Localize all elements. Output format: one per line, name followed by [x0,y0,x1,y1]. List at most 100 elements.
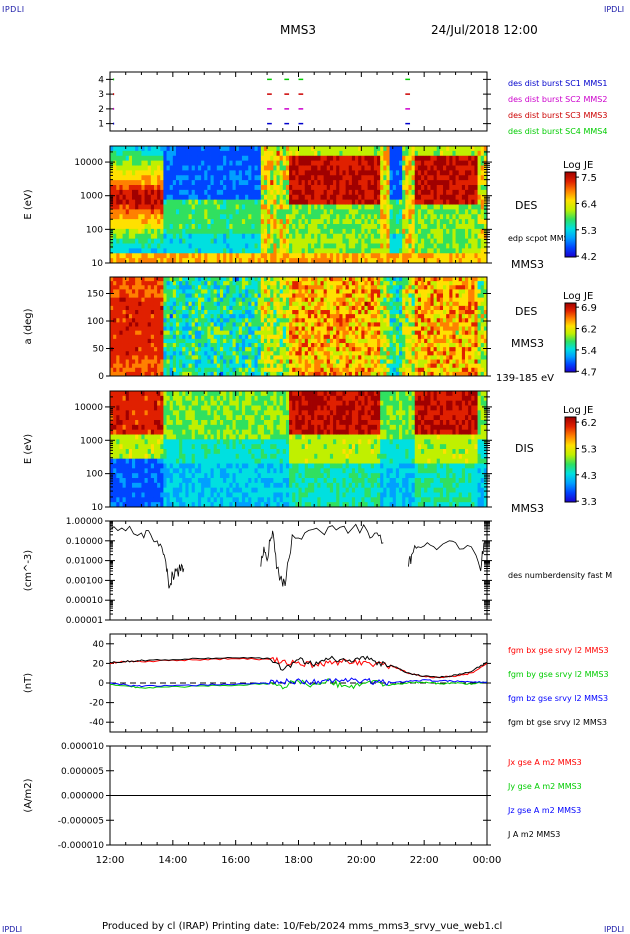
dis-energy-ylabel: E (eV) [23,434,34,464]
burst-legend-item: des dist burst SC1 MMS1 [508,79,607,88]
current-legend-item: Jz gse A m2 MMS3 [507,806,581,815]
dis-energy-y-tick-label: 100 [86,470,103,480]
dis-energy-y-tick-label: 10 [92,503,104,513]
des-energy-colorbar-tick-label: 7.5 [581,173,597,184]
corner-logo-bottom-left: IPDLI [2,925,22,934]
current-legend-item: J A m2 MMS3 [507,830,560,839]
datetime-title: 24/Jul/2018 12:00 [431,23,538,37]
spacecraft-title: MMS3 [280,23,316,37]
x-tick-label: 14:00 [158,855,187,866]
bfield-ylabel: (nT) [23,673,34,693]
bfield-series-line [109,656,488,679]
bfield-y-tick-label: 20 [93,659,105,669]
des-energy-ylabel: E (eV) [23,189,34,219]
burst-dot [113,122,115,125]
dis-energy-colorbar-label: Log JE [563,405,593,416]
dis-energy-colorbar [564,416,577,503]
burst-legend-item: des dist burst SC2 MMS2 [508,95,607,104]
burst-y-tick-label: 3 [98,90,104,100]
x-tick-label: 18:00 [284,855,313,866]
des-pitch-y-tick-label: 0 [98,372,104,382]
current-legend-item: Jy gse A m2 MMS3 [507,782,582,791]
des-energy-colorbar-tick-label: 5.3 [581,226,597,237]
des-pitch-y-tick-label: 50 [93,345,105,355]
x-tick-label: 12:00 [96,855,125,866]
burst-legend-item: des dist burst SC4 MMS4 [508,127,607,136]
bfield-y-tick-label: 40 [93,640,105,650]
current-y-tick-label: 0.000010 [61,742,104,752]
bfield-legend-item: fgm bt gse srvy l2 MMS3 [508,718,607,727]
burst-legend-item: des dist burst SC3 MMS3 [508,111,607,120]
burst-dot [113,78,115,81]
footer-text: Produced by cl (IRAP) Printing date: 10/… [102,921,502,932]
x-tick-label: 00:00 [473,855,502,866]
bfield-series-line [109,677,488,688]
plot-panels: 1 2 3 4 des dist burst SC1 MMS1 des dist burs… [23,71,612,866]
corner-logo-bottom-right: IPDLI [604,925,624,934]
current-y-tick-label: 0.000005 [61,767,104,777]
corner-logo-top-right: IPDLI [604,5,624,14]
bfield-y-tick-label: -20 [89,699,104,709]
density-y-tick-label: 0.00001 [66,616,103,626]
des-energy-colorbar-tick-label: 4.2 [581,252,597,263]
des-pitch-energy-range: 139-185 eV [496,373,554,384]
density-ylabel: (cm^-3) [23,550,34,591]
des-pitch-spacecraft: MMS3 [511,337,544,350]
current-y-tick-label: -0.000010 [58,841,104,851]
current-y-tick-label: -0.000005 [58,816,104,826]
burst-dot [113,93,115,96]
bfield-series-line [109,655,488,678]
density-y-tick-label: 0.01000 [66,557,103,567]
bfield-legend-item: fgm bz gse srvy l2 MMS3 [508,694,608,703]
des-energy-colorbar [564,171,577,258]
des-pitch-colorbar-label: Log JE [563,291,593,302]
des-pitch-colorbar-tick-label: 6.9 [581,303,597,314]
burst-panel-frame [109,71,488,132]
density-y-tick-label: 1.00000 [66,517,103,527]
des-energy-y-tick-label: 1000 [80,192,103,202]
bfield-y-tick-label: -40 [89,718,104,728]
density-legend-item: des numberdensity fast M [508,571,612,580]
des-energy-y-tick-label: 100 [86,225,103,235]
bfield-legend-item: fgm by gse srvy l2 MMS3 [508,670,609,679]
dis-energy-colorbar-tick-label: 3.3 [581,497,597,508]
des-pitch-instrument: DES [515,305,537,318]
des-pitch-colorbar-tick-label: 5.4 [581,346,597,357]
dis-energy-y-tick-label: 10000 [74,403,103,413]
x-tick-label: 22:00 [410,855,439,866]
des-pitch-y-tick-label: 100 [87,317,104,327]
des-energy-overlay-label: edp scpot MMS3 [508,234,574,243]
des-pitch-y-tick-label: 150 [87,290,104,300]
des-energy-y-tick-label: 10000 [74,158,103,168]
burst-dot [113,107,115,110]
bfield-y-tick-label: 0 [98,679,104,689]
dis-energy-colorbar-tick-label: 4.3 [581,471,597,482]
x-tick-label: 20:00 [347,855,376,866]
des-energy-y-tick-label: 10 [92,259,104,269]
des-energy-heatmap [110,146,488,264]
burst-y-tick-label: 1 [98,120,104,130]
burst-y-tick-label: 4 [98,75,104,85]
current-y-tick-label: 0.000000 [61,792,104,802]
x-tick-label: 16:00 [221,855,250,866]
corner-logo-top-left: IPDLI [2,5,25,14]
des-energy-instrument: DES [515,199,537,212]
dis-energy-colorbar-tick-label: 5.3 [581,444,597,455]
current-ylabel: (A/m2) [23,778,34,812]
des-pitch-heatmap [110,277,488,377]
density-y-tick-label: 0.00100 [66,576,103,586]
des-pitch-colorbar [564,302,577,373]
des-pitch-ylabel: a (deg) [23,308,34,344]
current-legend-item: Jx gse A m2 MMS3 [507,758,582,767]
des-pitch-colorbar-tick-label: 6.2 [581,325,597,336]
dis-energy-colorbar-tick-label: 6.2 [581,418,597,429]
density-y-tick-label: 0.10000 [66,537,103,547]
des-energy-spacecraft: MMS3 [511,258,544,271]
des-energy-colorbar-tick-label: 6.4 [581,199,597,210]
density-series-line [109,523,485,589]
dis-energy-heatmap [110,391,488,508]
bfield-legend-item: fgm bx gse srvy l2 MMS3 [508,646,609,655]
burst-y-tick-label: 2 [98,105,104,115]
dis-energy-y-tick-label: 1000 [80,436,103,446]
